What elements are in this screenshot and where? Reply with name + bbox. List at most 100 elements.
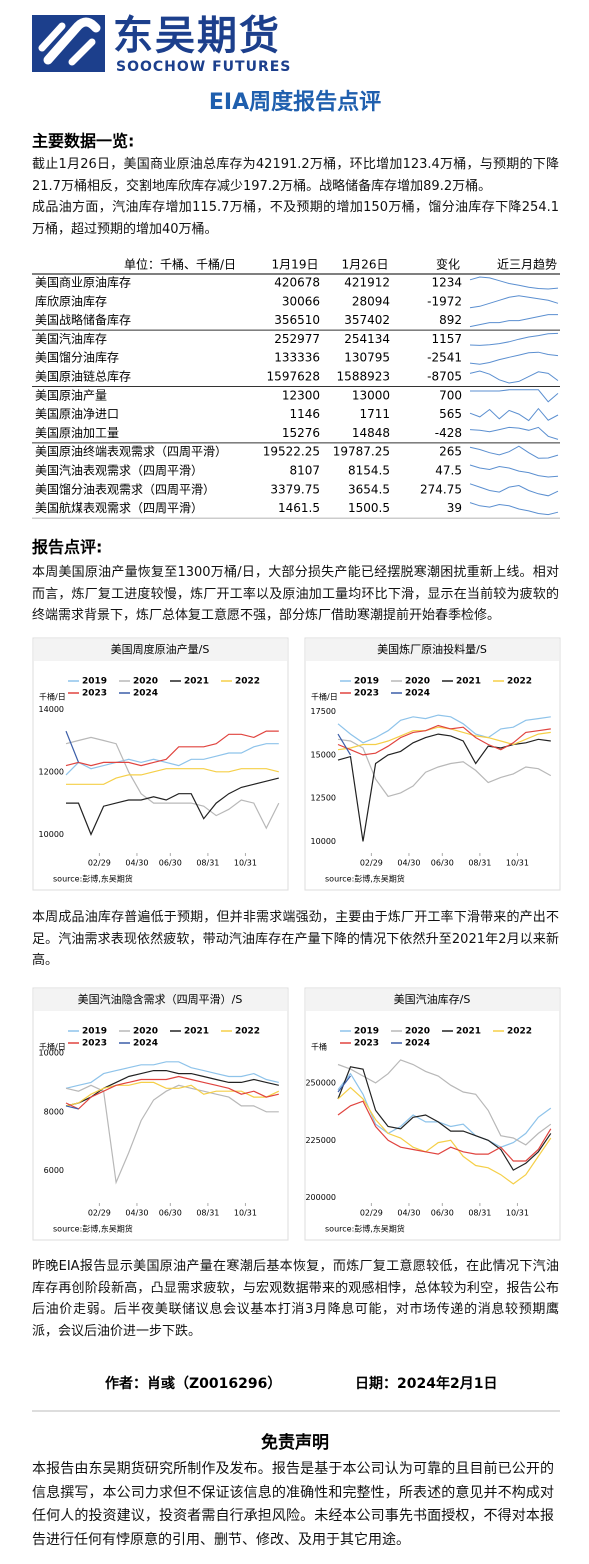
- table-value: 1234: [431, 276, 462, 290]
- legend-label: 2023: [354, 1039, 379, 1049]
- table-value: 47.5: [435, 464, 462, 478]
- chart-panel: [32, 987, 289, 1241]
- series-line: [337, 1100, 552, 1162]
- table-row-label: 美国汽油表观需求（四周平滑）: [35, 463, 203, 478]
- sparkline: [469, 314, 558, 328]
- table-row-label: 美国商业原油库存: [35, 275, 131, 290]
- table-value: 19522.25: [263, 445, 320, 459]
- table-row-label: 美国航煤表观需求（四周平滑）: [35, 500, 203, 515]
- disclaimer-title: 免责声明: [261, 1432, 329, 1453]
- legend-label: 2023: [82, 1039, 107, 1049]
- table-value: 421912: [344, 276, 390, 290]
- chart-title: 美国汽油隐含需求（四周平滑）/S: [78, 992, 243, 1006]
- chart-title-bar: [34, 989, 287, 1011]
- sparkline: [469, 464, 559, 478]
- y-axis-label: 千桶/日: [311, 692, 338, 702]
- chart-title-bar: [306, 989, 559, 1011]
- x-tick-label: 06/30: [431, 1209, 454, 1218]
- table-header: 1月19日: [272, 258, 319, 272]
- x-tick-label: 08/31: [196, 1209, 219, 1218]
- series-line: [65, 1061, 279, 1089]
- table-value: 420678: [274, 276, 320, 290]
- y-tick-label: 225000: [305, 1136, 336, 1145]
- series-line: [337, 724, 551, 756]
- table-value: 1597628: [267, 370, 320, 384]
- y-axis-label: 千桶: [311, 1042, 327, 1052]
- table-value: 13000: [352, 388, 390, 402]
- table-value: -2541: [427, 351, 462, 365]
- logo: [32, 15, 105, 72]
- series-line: [66, 777, 279, 836]
- legend-label: 2019: [82, 1027, 107, 1037]
- x-tick-label: 08/31: [468, 859, 491, 868]
- chart-title-bar: [34, 639, 287, 661]
- table-value: 3654.5: [348, 482, 390, 496]
- chart-source: source:彭博,东吴期货: [53, 1224, 133, 1234]
- section-heading: 主要数据一览:: [32, 132, 134, 151]
- sparkline: [469, 502, 559, 516]
- y-tick-label: 14000: [39, 705, 64, 714]
- y-tick-label: 12000: [39, 767, 64, 776]
- table-value: -8705: [427, 370, 462, 384]
- table-value: 1500.5: [348, 501, 390, 515]
- chart-title: 美国周度原油产量/S: [111, 642, 210, 656]
- series-line: [65, 1105, 79, 1110]
- sparkline: [469, 295, 559, 309]
- legend-label: 2022: [235, 677, 260, 687]
- chart-source: source:彭博,东吴期货: [53, 874, 133, 884]
- sparkline: [469, 370, 559, 384]
- series-line: [337, 1066, 552, 1171]
- x-tick-label: 06/30: [431, 859, 454, 868]
- chart-panel: [304, 637, 561, 891]
- paragraph: 昨晚EIA报告显示美国原油产量在寒潮后基本恢复，而炼厂复工意愿较低，在此情况下汽…: [32, 1259, 559, 1339]
- table-value: 39: [447, 501, 462, 515]
- sparkline: [469, 445, 559, 459]
- x-tick-label: 06/30: [159, 859, 182, 868]
- chart-panel: [304, 987, 561, 1241]
- x-tick-label: 10/31: [234, 859, 257, 868]
- chart-source: source:彭博,东吴期货: [325, 874, 405, 884]
- y-tick-label: 200000: [305, 1193, 336, 1202]
- table-value: 565: [439, 407, 462, 421]
- report-title: EIA周度报告点评: [209, 89, 381, 115]
- chart-source: source:彭博,东吴期货: [325, 1224, 405, 1234]
- x-tick-label: 02/29: [88, 859, 111, 868]
- legend-label: 2021: [184, 1027, 209, 1037]
- y-tick-label: 17500: [311, 707, 336, 716]
- series-line: [337, 1086, 552, 1185]
- table-value: 254134: [344, 332, 390, 346]
- table-row-label: 美国馏分油表观需求（四周平滑）: [35, 482, 215, 496]
- table-value: 265: [439, 445, 462, 459]
- legend-label: 2021: [184, 677, 209, 687]
- table-row-label: 库欣原油库存: [35, 293, 107, 308]
- table-header: 近三月趋势: [497, 258, 557, 272]
- author: 作者：肖彧（Z0016296）: [105, 1375, 281, 1392]
- legend-label: 2019: [82, 677, 107, 687]
- table-header: 单位：千桶、千桶/日: [124, 257, 236, 272]
- y-tick-label: 250000: [305, 1078, 336, 1087]
- y-axis-label: 千桶/日: [39, 692, 66, 702]
- series-line: [65, 1075, 279, 1110]
- table-value: 356510: [274, 313, 320, 327]
- table-value: -1972: [427, 294, 462, 308]
- x-tick-label: 02/29: [360, 859, 383, 868]
- x-tick-label: 10/31: [234, 1209, 257, 1218]
- legend-label: 2021: [456, 677, 481, 687]
- legend-label: 2019: [354, 677, 379, 687]
- y-tick-label: 10000: [311, 837, 336, 846]
- x-tick-label: 10/31: [506, 1209, 529, 1218]
- x-tick-label: 02/29: [88, 1209, 111, 1218]
- table-value: 1711: [359, 407, 390, 421]
- paragraph: 成品油方面，汽油库存增加115.7万桶，不及预期的增加150万桶，馏分油库存下降…: [32, 200, 559, 237]
- x-tick-label: 10/31: [506, 859, 529, 868]
- table-value: 130795: [344, 351, 390, 365]
- x-tick-label: 04/30: [125, 859, 148, 868]
- sparkline: [469, 276, 559, 290]
- table-value: 15276: [282, 426, 320, 440]
- legend-label: 2020: [405, 1027, 430, 1037]
- legend-label: 2022: [507, 677, 532, 687]
- legend-label: 2021: [456, 1027, 481, 1037]
- series-line: [65, 730, 279, 767]
